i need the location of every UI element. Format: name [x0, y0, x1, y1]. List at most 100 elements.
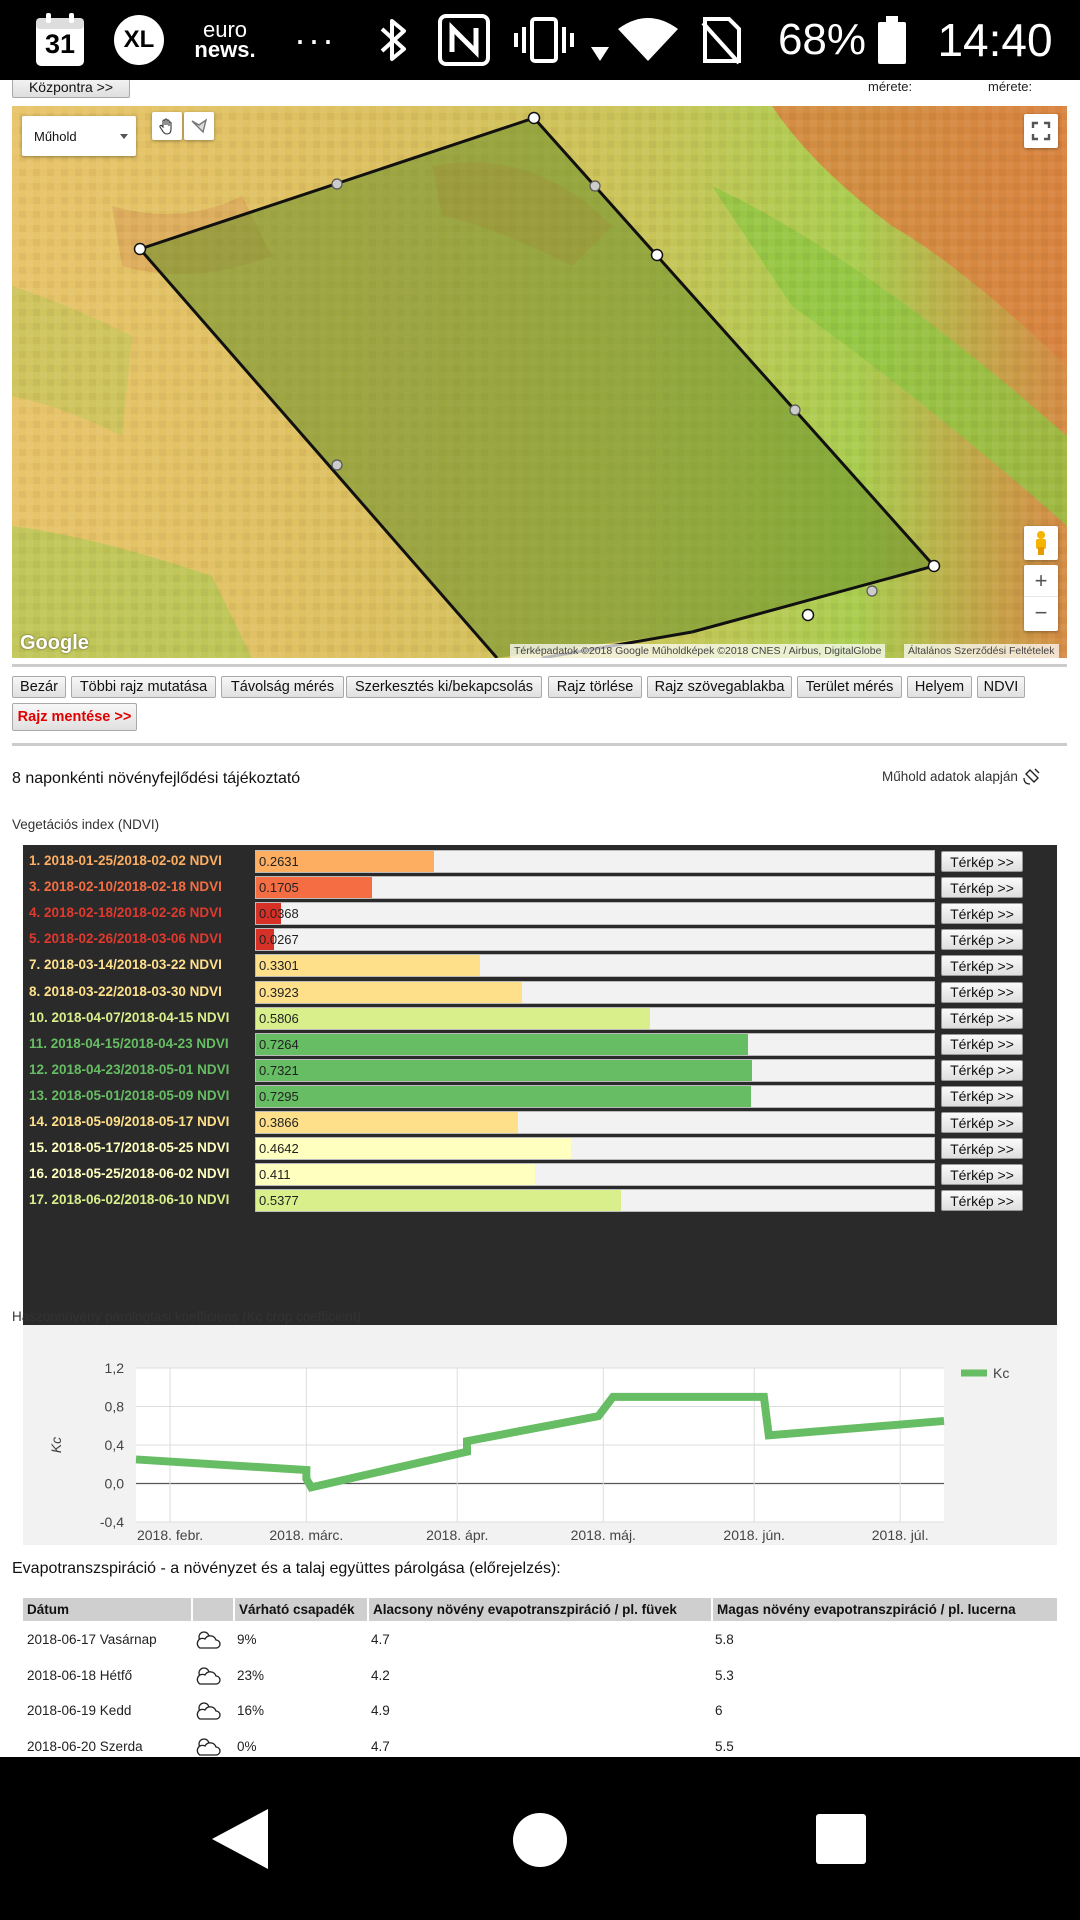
edit-toggle-button[interactable]: Szerkesztés ki/bekapcsolás	[346, 676, 542, 698]
ndvi-bar	[256, 1007, 650, 1029]
et-date: 2018-06-17 Vasárnap	[27, 1632, 157, 1647]
toolbar-divider	[12, 743, 1067, 746]
open-map-button[interactable]: Térkép >>	[941, 1138, 1023, 1160]
ndvi-bar	[256, 1059, 753, 1081]
report-title: 8 naponkénti növényfejlődési tájékoztató	[12, 770, 301, 787]
my-location-button[interactable]: Helyem	[907, 676, 972, 698]
nfc-icon	[436, 10, 492, 70]
polygon-vertices[interactable]	[133, 111, 941, 622]
recents-icon	[816, 1814, 866, 1864]
et-precip: 0%	[237, 1738, 257, 1754]
ndvi-row-label: 14. 2018-05-09/2018-05-17 NDVI	[29, 1114, 230, 1129]
open-map-button[interactable]: Térkép >>	[941, 1164, 1023, 1186]
no-sim-icon	[698, 10, 744, 70]
pegman-icon	[1036, 531, 1046, 555]
ndvi-row-label: 7. 2018-03-14/2018-03-22 NDVI	[29, 957, 222, 973]
ndvi-value: 0.411	[259, 1167, 291, 1183]
home-button[interactable]	[512, 1812, 568, 1868]
open-map-button[interactable]: Térkép >>	[941, 903, 1023, 925]
ndvi-section-label: Vegetációs index (NDVI)	[12, 817, 160, 832]
data-arrow-icon	[590, 10, 610, 70]
ndvi-value: 0.7295	[259, 1088, 299, 1104]
map-divider	[12, 664, 1067, 667]
open-map-button[interactable]: Térkép >>	[941, 1007, 1023, 1029]
et-header-high: Magas növény evapotranszpiráció / pl. lu…	[713, 1598, 1057, 1621]
open-map-button[interactable]: Térkép >>	[941, 1059, 1023, 1081]
street-view-pegman[interactable]	[1024, 526, 1058, 560]
center-button[interactable]: Központra >>	[12, 80, 130, 98]
map-imagery	[12, 106, 1067, 658]
zoom-in-button[interactable]: +	[1024, 565, 1058, 597]
drawing-to-text-button[interactable]: Rajz szövegablakba	[647, 676, 792, 698]
open-map-button[interactable]: Térkép >>	[941, 877, 1023, 899]
distance-measure-button[interactable]: Távolság mérés	[221, 676, 344, 698]
ndvi-row-label: 5. 2018-02-26/2018-03-06 NDVI	[29, 931, 222, 947]
back-button[interactable]	[210, 1807, 270, 1871]
ndvi-bar-track: 0.2631	[255, 850, 935, 873]
ndvi-bar	[256, 877, 372, 899]
open-map-button[interactable]: Térkép >>	[941, 851, 1023, 872]
et-header-precip: Várható csapadék	[235, 1598, 367, 1621]
x-tick-label: 2018. febr.	[137, 1527, 203, 1543]
et-low-value: 4.9	[371, 1703, 390, 1718]
satellite-map[interactable]: Műhold + − Google Térképadatok ©2018 Goo…	[12, 106, 1067, 658]
save-drawing-button[interactable]: Rajz mentése >>	[12, 703, 137, 731]
ndvi-row: 12. 2018-04-23/2018-05-01 NDVI 0.7321 Térk…	[23, 1057, 1057, 1083]
drawn-field-polygon[interactable]	[140, 118, 934, 658]
y-tick-label: 0,4	[105, 1437, 125, 1453]
zoom-out-button[interactable]: −	[1034, 600, 1048, 625]
x-tick-label: 2018. júl.	[872, 1527, 929, 1543]
ndvi-value: 0.7321	[259, 1062, 299, 1078]
ndvi-value: 0.3923	[259, 984, 299, 1000]
ndvi-bar	[256, 1138, 571, 1160]
ndvi-value: 0.1705	[259, 880, 299, 896]
ndvi-bar-track: 0.5377	[255, 1189, 935, 1213]
show-other-drawings-button[interactable]: Többi rajz mutatása	[71, 676, 216, 698]
ndvi-row: 8. 2018-03-22/2018-03-30 NDVI 0.3923 Térké…	[23, 979, 1057, 1005]
ndvi-value: 0.3866	[259, 1115, 299, 1130]
size-label-1: mérete:	[868, 80, 913, 94]
open-map-button[interactable]: Térkép >>	[941, 955, 1023, 977]
map-type-dropdown[interactable]: Műhold	[22, 116, 136, 156]
bluetooth-icon	[372, 10, 414, 70]
ndvi-bar-track: 0.7295	[255, 1084, 935, 1108]
euronews-icon: euro news.	[190, 10, 260, 70]
open-map-button[interactable]: Térkép >>	[941, 1190, 1023, 1212]
map-type-selected: Műhold	[34, 128, 77, 144]
open-map-button[interactable]: Térkép >>	[941, 1085, 1023, 1107]
recents-button[interactable]	[815, 1813, 867, 1865]
area-measure-button[interactable]: Terület mérés	[797, 676, 902, 698]
pan-hand-button[interactable]	[152, 112, 182, 140]
open-map-button[interactable]: Térkép >>	[941, 929, 1023, 951]
ndvi-value: 0.5806	[259, 1010, 299, 1026]
ndvi-table: 1. 2018-01-25/2018-02-02 NDVI 0.2631 Térké…	[23, 845, 1057, 1375]
dropdown-arrow-icon	[120, 134, 128, 139]
ndvi-row-label: 16. 2018-05-25/2018-06-02 NDVI	[29, 1166, 230, 1182]
et-row-background	[23, 1658, 1057, 1693]
x-tick-label: 2018. ápr.	[426, 1527, 488, 1543]
ndvi-bar	[256, 981, 522, 1003]
y-tick-label: 1,2	[105, 1360, 125, 1376]
kc-chart-svg: 1,2 0,8 0,4 0,0 -0,4 2018. febr. 2018. márc. 20…	[48, 1360, 1009, 1561]
open-map-button[interactable]: Térkép >>	[941, 981, 1023, 1003]
ndvi-row: 13. 2018-05-01/2018-05-09 NDVI 0.7295 Térk…	[23, 1083, 1057, 1109]
web-page: Központra >> mérete: mérete:	[0, 80, 1080, 1757]
open-map-button[interactable]: Térkép >>	[941, 1033, 1023, 1055]
et-low-value: 4.7	[371, 1738, 390, 1754]
open-map-button[interactable]: Térkép >>	[941, 1112, 1023, 1133]
et-row-background	[23, 1623, 1057, 1657]
ndvi-value: 0.0267	[259, 932, 299, 948]
ndvi-bar-track: 0.0368	[255, 902, 935, 926]
map-terms-link[interactable]: Általános Szerződési Feltételek	[904, 644, 1059, 658]
fullscreen-button[interactable]	[1024, 114, 1058, 148]
ndvi-row-label: 15. 2018-05-17/2018-05-25 NDVI	[29, 1140, 230, 1156]
ndvi-row-label: 3. 2018-02-10/2018-02-18 NDVI	[29, 879, 222, 895]
et-header-icon	[193, 1598, 233, 1621]
draw-shape-button[interactable]	[184, 112, 214, 140]
ndvi-button[interactable]: NDVI	[977, 676, 1025, 698]
close-button[interactable]: Bezár	[12, 676, 66, 698]
ndvi-value: 0.2631	[259, 854, 299, 869]
et-high-value: 5.8	[715, 1632, 734, 1647]
ndvi-row: 11. 2018-04-15/2018-04-23 NDVI 0.7264 Térk…	[23, 1031, 1057, 1057]
delete-drawing-button[interactable]: Rajz törlése	[548, 676, 642, 698]
